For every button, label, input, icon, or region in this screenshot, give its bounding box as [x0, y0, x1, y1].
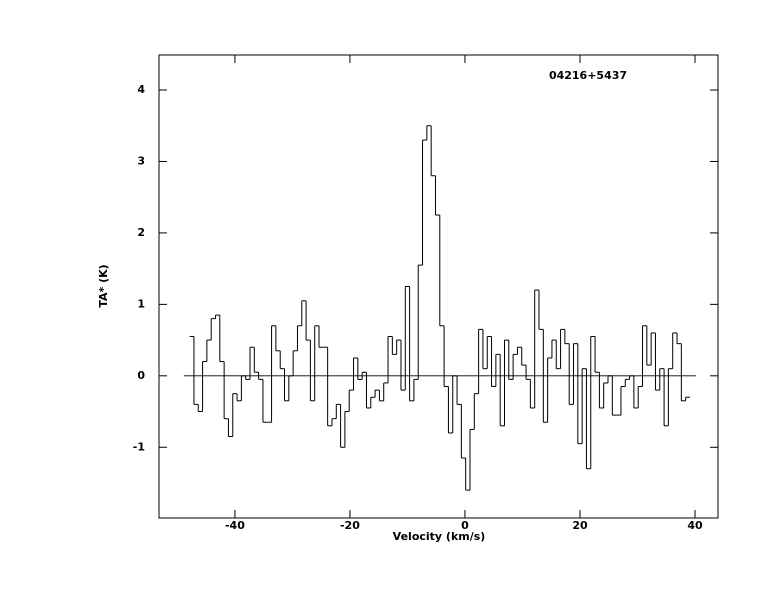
y-tick-label: 3	[137, 154, 145, 167]
chart-title: 04216+5437	[549, 69, 627, 82]
x-tick-label: -40	[225, 519, 245, 532]
x-tick-label: 40	[687, 519, 703, 532]
y-tick-label: 4	[137, 83, 145, 96]
y-tick-label: 0	[137, 369, 145, 382]
y-tick-label: 1	[137, 297, 145, 310]
plot-frame	[158, 54, 719, 519]
x-tick-label: 0	[461, 519, 469, 532]
x-axis-label: Velocity (km/s)	[393, 530, 486, 543]
y-axis-label: TA* (K)	[97, 264, 110, 307]
x-tick-label: 20	[572, 519, 588, 532]
y-tick-label: -1	[133, 440, 145, 453]
x-tick-label: -20	[340, 519, 360, 532]
y-tick-label: 2	[137, 226, 145, 239]
